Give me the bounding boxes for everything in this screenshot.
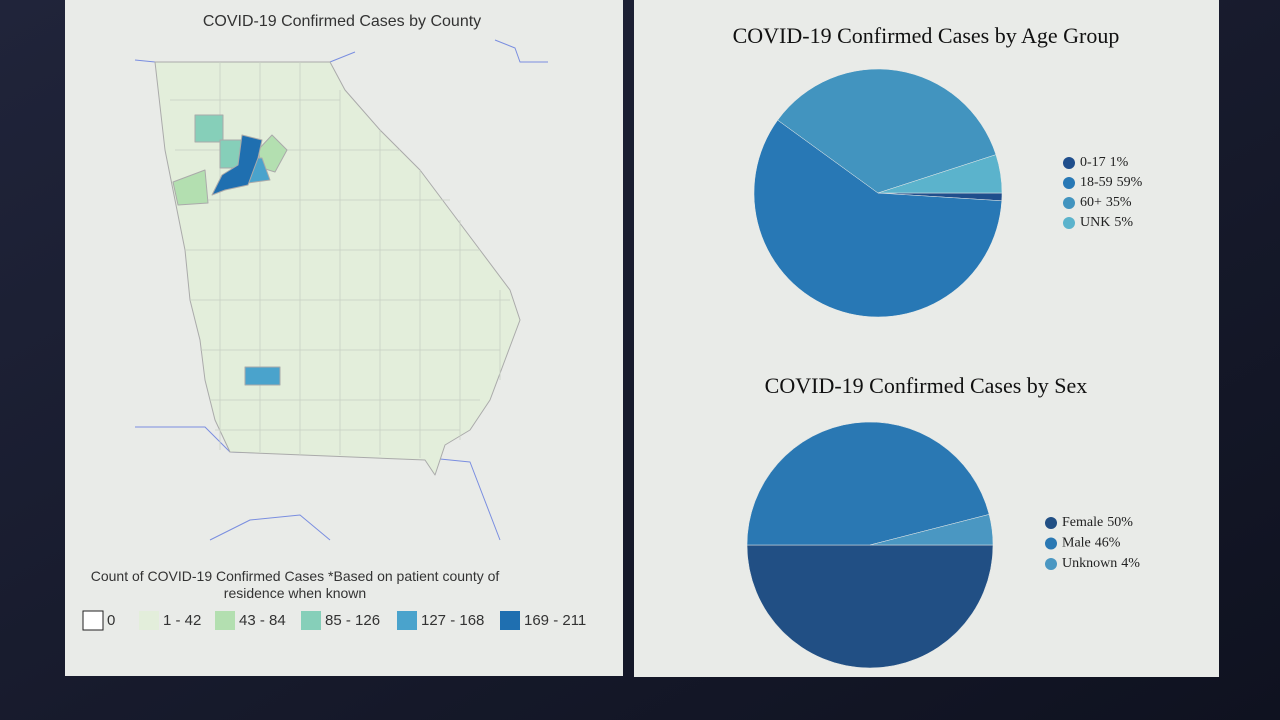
county — [172, 169, 209, 206]
pie-title: COVID-19 Confirmed Cases by Age Group — [733, 23, 1120, 48]
pie-slice — [869, 514, 994, 546]
legend-value: 1% — [1110, 155, 1129, 170]
legend-label: 18-59 59% — [1080, 175, 1143, 190]
pie-slice — [777, 68, 997, 194]
state-border — [494, 39, 548, 63]
map-legend-title: Count of COVID-19 Confirmed Cases *Based… — [90, 568, 500, 601]
legend-label: UNK 5% — [1080, 215, 1133, 230]
legend-label: Unknown 4% — [1062, 556, 1140, 571]
county — [194, 114, 224, 143]
legend-name: 18-59 — [1080, 175, 1113, 190]
legend-label: 0-17 1% — [1080, 155, 1129, 170]
coast — [209, 514, 331, 541]
legend-marker — [1045, 558, 1057, 570]
pie-slice — [753, 119, 1003, 318]
legend-value: 50% — [1107, 515, 1133, 530]
legend-swatch — [301, 611, 321, 630]
legend-label: Male 46% — [1062, 536, 1121, 551]
map-legend: 0 1 - 42 43 - 84 85 - 126 127 - 168 169 - 211 — [82, 610, 586, 631]
legend-label: 43 - 84 — [239, 612, 286, 629]
legend-swatch — [215, 611, 235, 630]
legend-name: UNK — [1080, 215, 1110, 230]
legend-marker — [1045, 517, 1057, 529]
legend-label: Female 50% — [1062, 515, 1133, 530]
legend-value: 4% — [1121, 556, 1140, 571]
county — [244, 366, 281, 386]
legend-marker — [1063, 197, 1075, 209]
legend-value: 5% — [1114, 215, 1133, 230]
legend-name: 60+ — [1080, 195, 1102, 210]
legend-marker — [1063, 217, 1075, 229]
legend-swatch — [397, 611, 417, 630]
pie-slice — [746, 544, 994, 669]
legend-label: 169 - 211 — [524, 612, 586, 629]
pie-slice — [746, 421, 990, 546]
county — [211, 134, 263, 196]
legend-name: Male — [1062, 536, 1091, 551]
legend-value: 46% — [1095, 536, 1121, 551]
legend-label: 0 — [107, 612, 115, 629]
legend-name: Unknown — [1062, 556, 1117, 571]
legend-label: 60+ 35% — [1080, 195, 1132, 210]
legend-name: Female — [1062, 515, 1103, 530]
legend-label: 85 - 126 — [325, 612, 380, 629]
legend-swatch — [139, 611, 159, 630]
legend-title-box: Count of COVID-19 Confirmed Cases *Based… — [90, 568, 500, 601]
legend-marker — [1063, 177, 1075, 189]
pie-slice — [877, 154, 1003, 194]
legend-value: 59% — [1117, 175, 1143, 190]
legend-marker — [1063, 157, 1075, 169]
legend-swatch — [500, 611, 520, 630]
legend-value: 35% — [1106, 195, 1132, 210]
legend-marker — [1045, 537, 1057, 550]
legend-swatch — [82, 610, 104, 631]
legend-name: 0-17 — [1080, 155, 1106, 170]
legend-label: 127 - 168 — [421, 612, 484, 629]
map-title: COVID-19 Confirmed Cases by County — [203, 13, 481, 30]
legend-label: 1 - 42 — [163, 612, 201, 629]
map — [134, 39, 548, 541]
pie-title: COVID-19 Confirmed Cases by Sex — [765, 373, 1088, 398]
